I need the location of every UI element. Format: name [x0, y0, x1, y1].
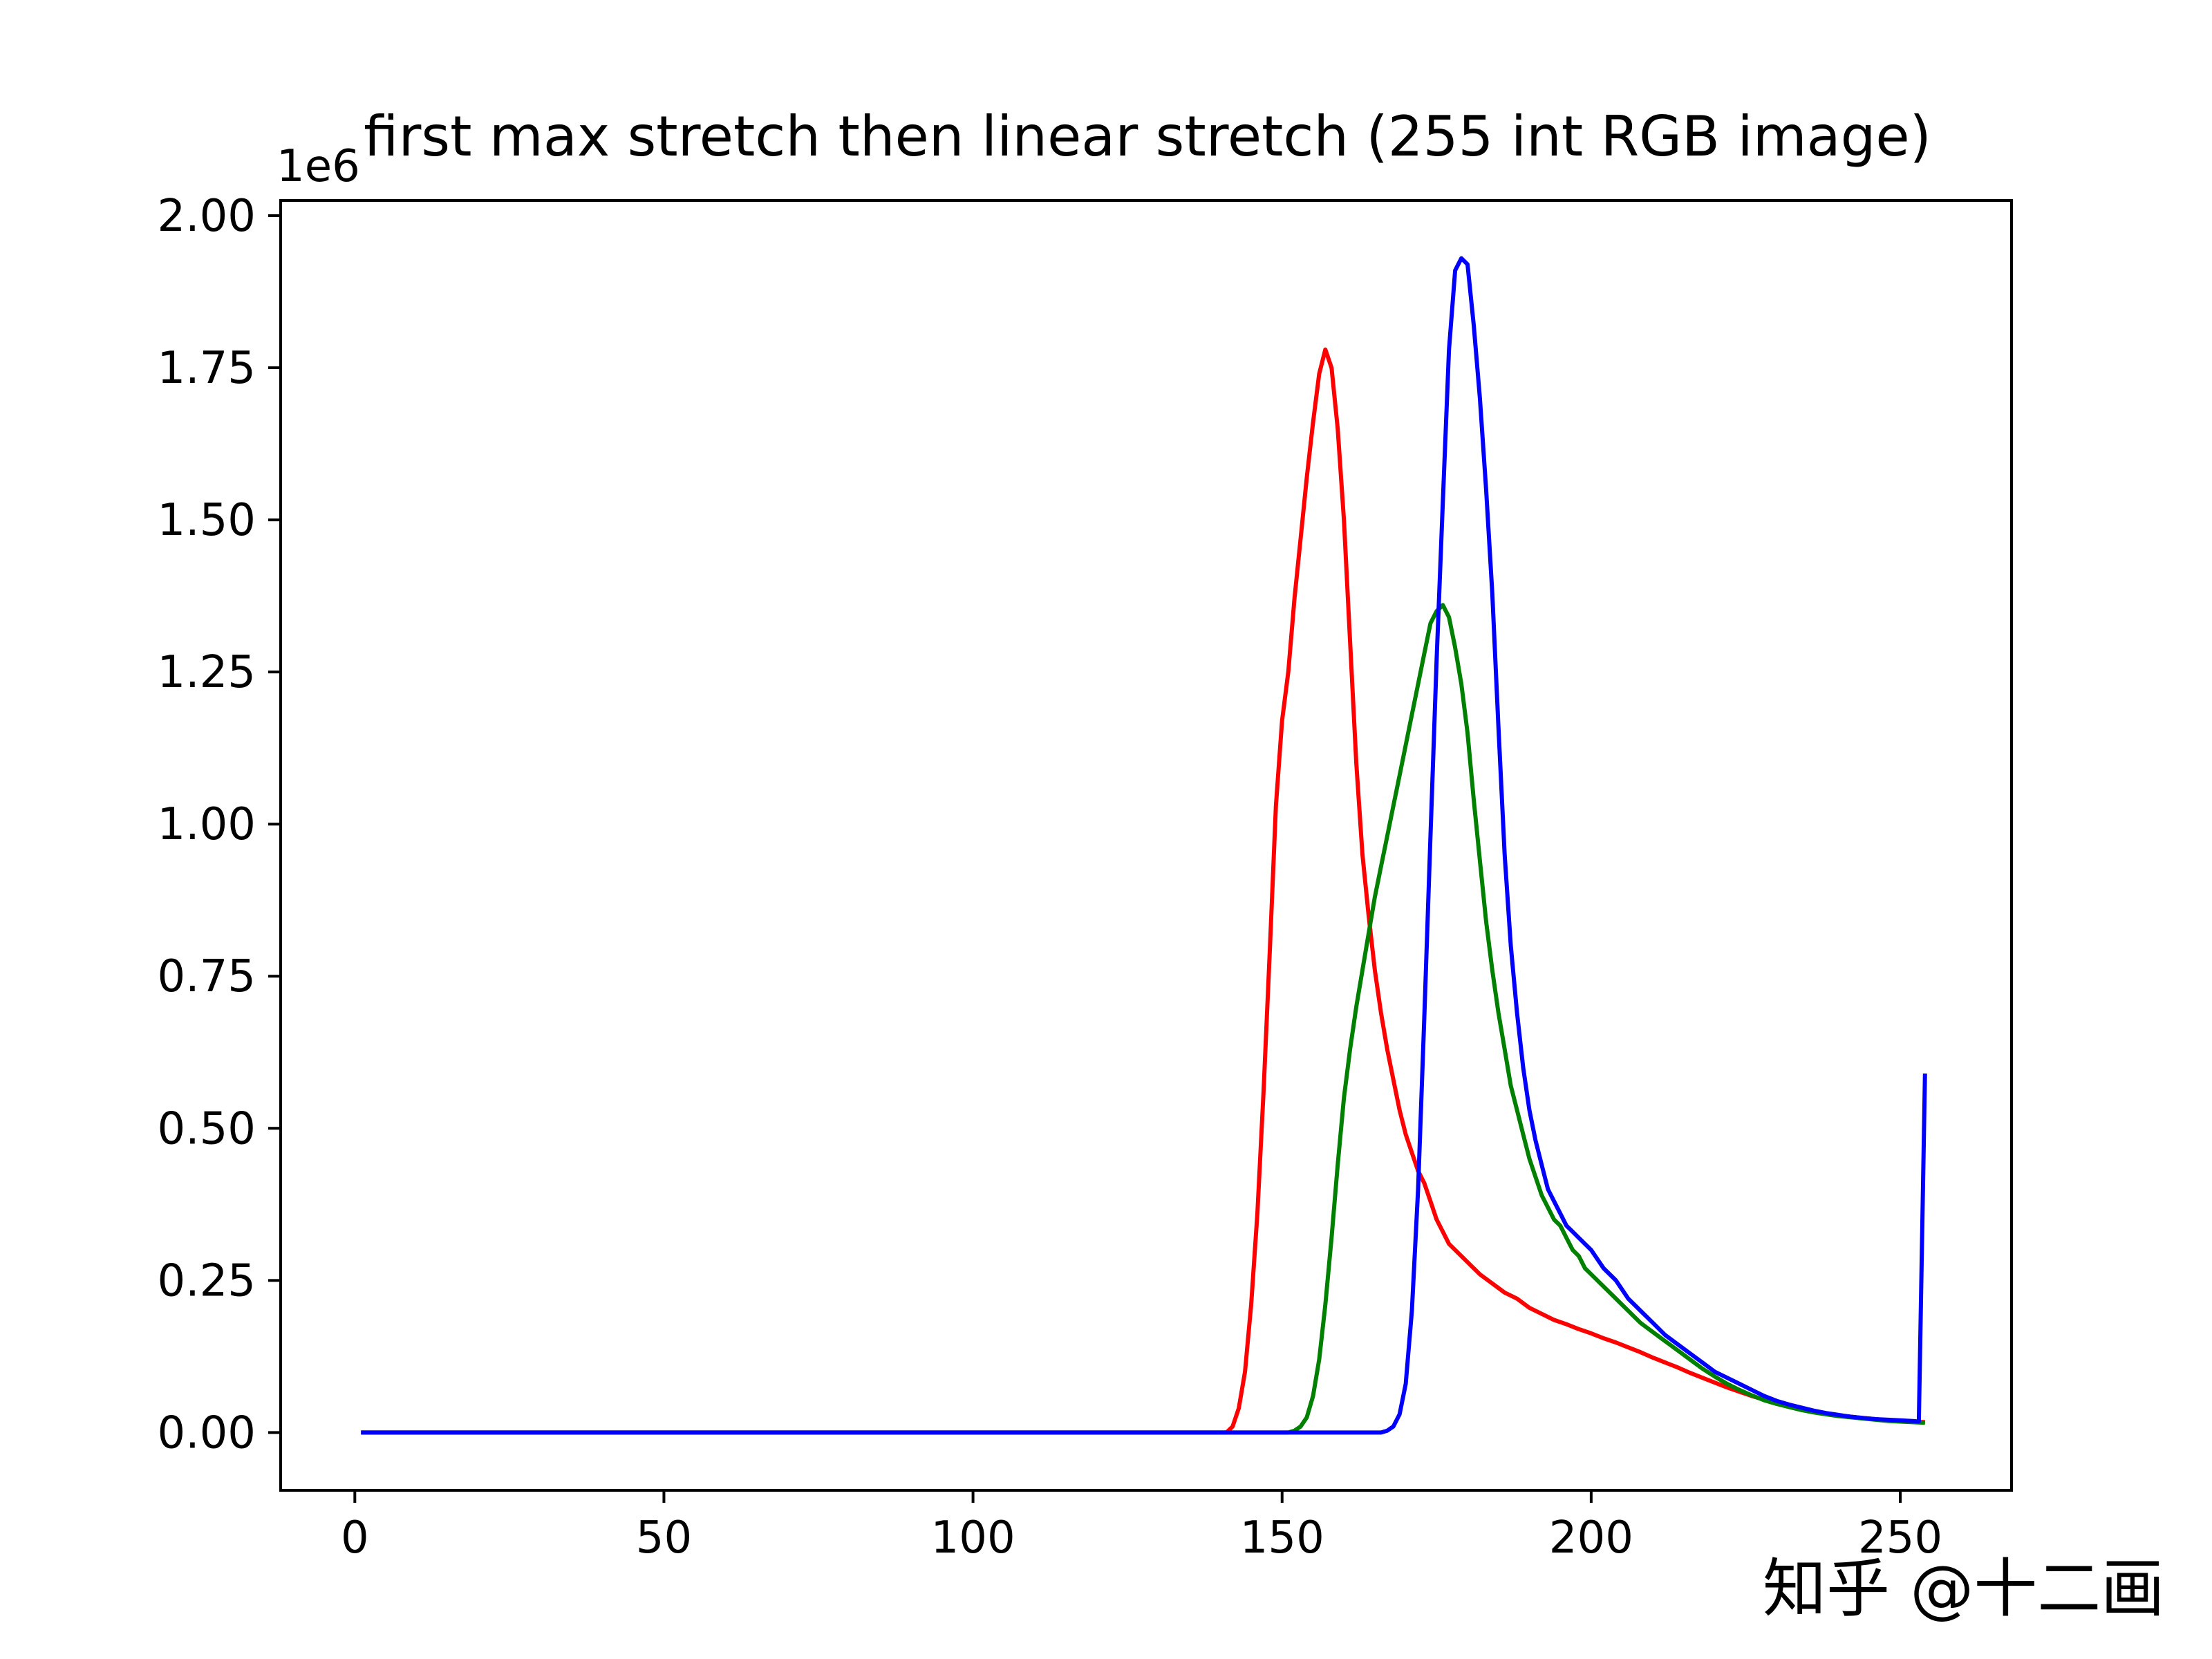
plot-frame: [279, 199, 2013, 1492]
series-layer: [361, 256, 1927, 1435]
x-tick-label: 50: [636, 1512, 692, 1564]
series-line-1: [361, 603, 1925, 1435]
y-tick-label: 0.00: [158, 1407, 256, 1459]
y-axis: 0.00 0.25 0.50 0.75 1.00 1.25 1.50 1.75 2.00: [158, 191, 281, 1459]
x-tick-label: 0: [341, 1512, 369, 1564]
chart-title: first max stretch then linear stretch (2…: [364, 104, 1931, 169]
x-tick-label: 200: [1549, 1512, 1633, 1564]
y-tick-label: 0.25: [158, 1255, 256, 1306]
y-tick-label: 1.00: [158, 799, 256, 850]
series-line-2: [361, 256, 1927, 1435]
x-tick-label: 150: [1240, 1512, 1324, 1564]
y-tick-label: 1.25: [158, 647, 256, 698]
y-tick-label: 2.00: [158, 191, 256, 242]
x-tick-label: 250: [1858, 1512, 1942, 1564]
y-tick-label: 1.75: [158, 343, 256, 394]
x-axis: 0 50 100 150 200 250: [341, 1490, 1942, 1564]
y-tick-label: 0.50: [158, 1103, 256, 1154]
y-offset-text: 1e6: [276, 141, 360, 192]
y-tick-label: 1.50: [158, 495, 256, 546]
watermark-text: 知乎 @十二画: [1763, 1552, 2164, 1626]
y-tick-label: 0.75: [158, 951, 256, 1002]
x-tick-label: 100: [931, 1512, 1015, 1564]
